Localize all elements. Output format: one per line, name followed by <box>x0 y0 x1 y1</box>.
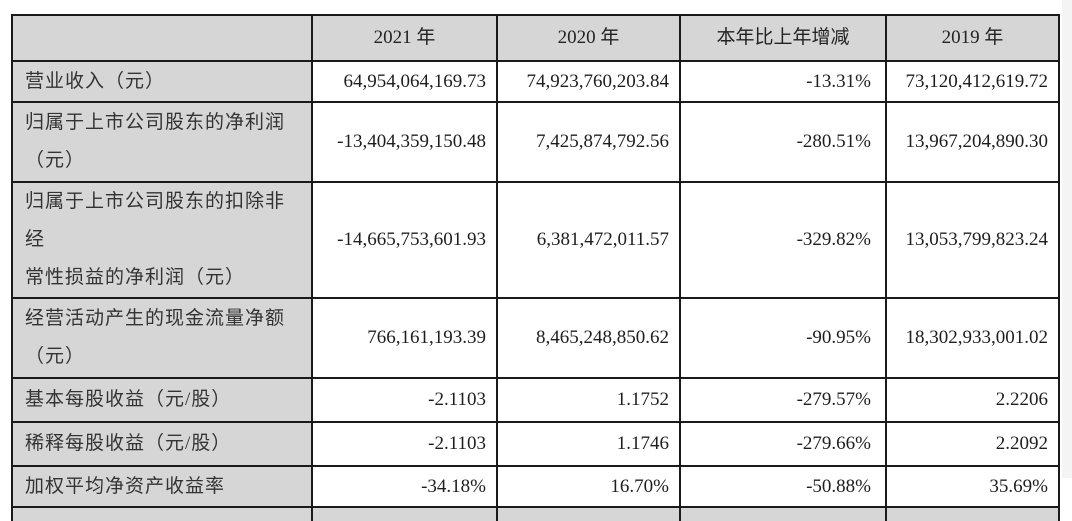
row-label-line1: 归属于上市公司股东的扣除非经 <box>25 191 286 250</box>
financial-summary-table: 2021 年 2020 年 本年比上年增减 2019 年 营业收入（元） 64,… <box>11 14 1060 521</box>
row-label-line2: （元） <box>25 346 86 367</box>
cell-yoy: -90.95% <box>679 297 887 379</box>
table-row-operating-cash-flow: 经营活动产生的现金流量净额 （元） 766,161,193.39 8,465,2… <box>11 297 1060 379</box>
row-label: 稀释每股收益（元/股） <box>11 421 313 467</box>
cell-2021: -34.18% <box>311 465 498 508</box>
cell-yoy: -50.88% <box>679 465 887 508</box>
cell-2021: 766,161,193.39 <box>311 297 498 379</box>
cell-2020: 16.70% <box>496 465 681 508</box>
cell-2021: -2.1103 <box>311 377 498 423</box>
table-row-basic-eps: 基本每股收益（元/股） -2.1103 1.1752 -279.57% 2.22… <box>11 377 1060 423</box>
table-row-weighted-roe: 加权平均净资产收益率 -34.18% 16.70% -50.88% 35.69% <box>11 465 1060 508</box>
cell-2021: 64,954,064,169.73 <box>311 60 498 103</box>
table-row-diluted-eps: 稀释每股收益（元/股） -2.1103 1.1746 -279.66% 2.20… <box>11 421 1060 467</box>
partial-cell <box>11 506 313 521</box>
document-page: 2021 年 2020 年 本年比上年增减 2019 年 营业收入（元） 64,… <box>11 0 1072 521</box>
cell-yoy: -279.66% <box>679 421 887 467</box>
header-year-2019: 2019 年 <box>885 14 1060 62</box>
cell-yoy: -13.31% <box>679 60 887 103</box>
cell-2021: -13,404,359,150.48 <box>311 101 498 183</box>
row-label-line1: 经营活动产生的现金流量净额 <box>25 308 286 329</box>
table-row-partial <box>11 506 1060 521</box>
row-label: 营业收入（元） <box>11 60 313 103</box>
partial-cell <box>496 506 681 521</box>
row-label: 经营活动产生的现金流量净额 （元） <box>11 297 313 379</box>
cell-2019: 73,120,412,619.72 <box>885 60 1060 103</box>
cell-2021: -14,665,753,601.93 <box>311 181 498 299</box>
cell-2019: 13,967,204,890.30 <box>885 101 1060 183</box>
cell-2020: 1.1752 <box>496 377 681 423</box>
table-header-row: 2021 年 2020 年 本年比上年增减 2019 年 <box>11 14 1060 62</box>
cell-2019: 18,302,933,001.02 <box>885 297 1060 379</box>
table-row-net-profit: 归属于上市公司股东的净利润 （元） -13,404,359,150.48 7,4… <box>11 101 1060 183</box>
row-label-line1: 归属于上市公司股东的净利润 <box>25 112 286 133</box>
row-label: 归属于上市公司股东的扣除非经 常性损益的净利润（元） <box>11 181 313 299</box>
header-year-2020: 2020 年 <box>496 14 681 62</box>
page-edge <box>1062 0 1072 478</box>
cell-yoy: -280.51% <box>679 101 887 183</box>
cell-yoy: -279.57% <box>679 377 887 423</box>
table-row-revenue: 营业收入（元） 64,954,064,169.73 74,923,760,203… <box>11 60 1060 103</box>
row-label: 归属于上市公司股东的净利润 （元） <box>11 101 313 183</box>
cell-2020: 74,923,760,203.84 <box>496 60 681 103</box>
cell-2020: 6,381,472,011.57 <box>496 181 681 299</box>
cell-2020: 7,425,874,792.56 <box>496 101 681 183</box>
header-year-2021: 2021 年 <box>311 14 498 62</box>
cell-2019: 2.2206 <box>885 377 1060 423</box>
row-label: 加权平均净资产收益率 <box>11 465 313 508</box>
partial-cell <box>885 506 1060 521</box>
cell-2020: 8,465,248,850.62 <box>496 297 681 379</box>
cell-2019: 2.2092 <box>885 421 1060 467</box>
header-item <box>11 14 313 62</box>
row-label: 基本每股收益（元/股） <box>11 377 313 423</box>
cell-2021: -2.1103 <box>311 421 498 467</box>
cell-2019: 13,053,799,823.24 <box>885 181 1060 299</box>
row-label-line2: （元） <box>25 150 86 171</box>
partial-cell <box>679 506 887 521</box>
cell-2019: 35.69% <box>885 465 1060 508</box>
partial-cell <box>311 506 498 521</box>
header-yoy-change: 本年比上年增减 <box>679 14 887 62</box>
cell-2020: 1.1746 <box>496 421 681 467</box>
table-row-net-profit-deducted: 归属于上市公司股东的扣除非经 常性损益的净利润（元） -14,665,753,6… <box>11 181 1060 299</box>
cell-yoy: -329.82% <box>679 181 887 299</box>
row-label-line2: 常性损益的净利润（元） <box>25 267 246 288</box>
